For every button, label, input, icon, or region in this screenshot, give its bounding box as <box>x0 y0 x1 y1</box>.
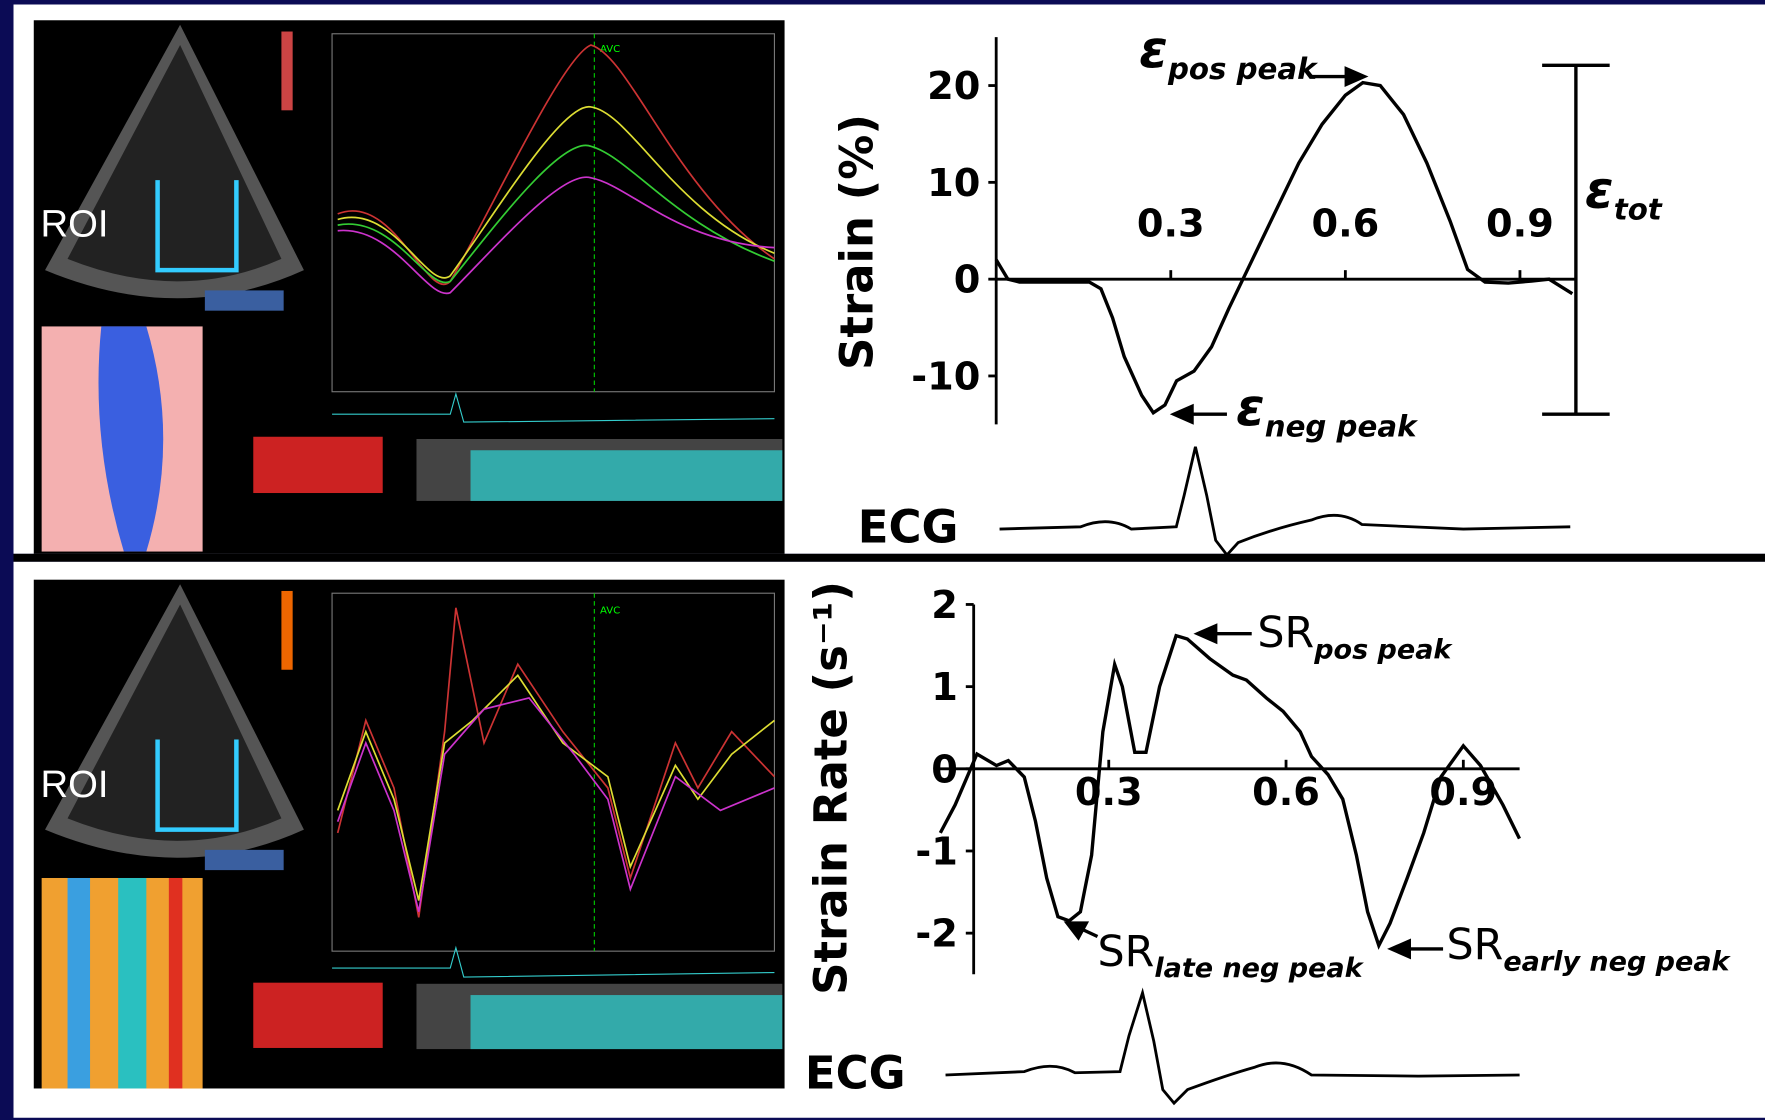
annotation: εtot <box>1585 161 1663 226</box>
annotation-symbol: ε <box>1236 378 1265 438</box>
annotation-subscript: tot <box>1614 192 1663 226</box>
avc-label: AVC <box>600 605 620 616</box>
annotation: SRearly neg peak <box>1446 920 1731 977</box>
y-axis-label: Strain Rate (s⁻¹) <box>804 581 857 995</box>
ecg-trace <box>945 987 1520 1106</box>
annotation-symbol: ε <box>1585 161 1614 221</box>
roi-label: ROI <box>41 763 109 806</box>
divider <box>13 553 1765 562</box>
echo-screenshot: ROI AVC <box>33 20 785 554</box>
avc-label: AVC <box>600 44 620 55</box>
annotation: SRpos peak <box>1257 608 1453 665</box>
y-tick-label: 0 <box>954 258 981 303</box>
y-tick-label: 10 <box>927 161 980 206</box>
y-tick-label: -10 <box>911 354 980 399</box>
y-tick-label: 2 <box>931 583 958 628</box>
annotation-symbol: ε <box>1139 21 1168 81</box>
y-tick-label: -1 <box>915 829 958 874</box>
data-line <box>994 80 1574 416</box>
annotation: εpos peak <box>1139 21 1318 86</box>
y-tick-label: 20 <box>927 64 980 109</box>
arrows <box>1063 66 1444 960</box>
annotation-subscript: early neg peak <box>1503 946 1731 977</box>
annotation: εneg peak <box>1236 378 1418 443</box>
x-tick-label: 0.3 <box>1075 770 1143 815</box>
y-axis-label: Strain (%) <box>830 114 883 370</box>
tot-bracket <box>1542 63 1610 416</box>
y-tick-label: -2 <box>915 912 958 957</box>
annotation-subscript: neg peak <box>1265 410 1418 444</box>
x-tick-label: 0.6 <box>1311 201 1379 246</box>
data-line <box>938 633 1521 950</box>
annotation-subscript: pos peak <box>1313 634 1453 665</box>
annotation-subscript: late neg peak <box>1154 953 1364 984</box>
annotation-symbol: SR <box>1257 608 1314 658</box>
x-tick-label: 0.9 <box>1486 201 1554 246</box>
ecg-trace <box>999 446 1571 558</box>
x-tick-label: 0.3 <box>1137 201 1205 246</box>
x-tick-label: 0.6 <box>1252 770 1320 815</box>
y-tick-label: 1 <box>931 665 958 710</box>
annotation-symbol: SR <box>1446 920 1503 970</box>
roi-label: ROI <box>41 202 109 245</box>
annotation-subscript: pos peak <box>1167 52 1318 86</box>
ecg-label: ECG <box>805 1046 906 1099</box>
ecg-label: ECG <box>858 501 959 554</box>
annotation-symbol: SR <box>1097 927 1154 977</box>
echo-screenshot: ROI AVC <box>33 579 785 1089</box>
annotation: SRlate neg peak <box>1097 927 1364 984</box>
y-tick-label: 0 <box>931 747 958 792</box>
